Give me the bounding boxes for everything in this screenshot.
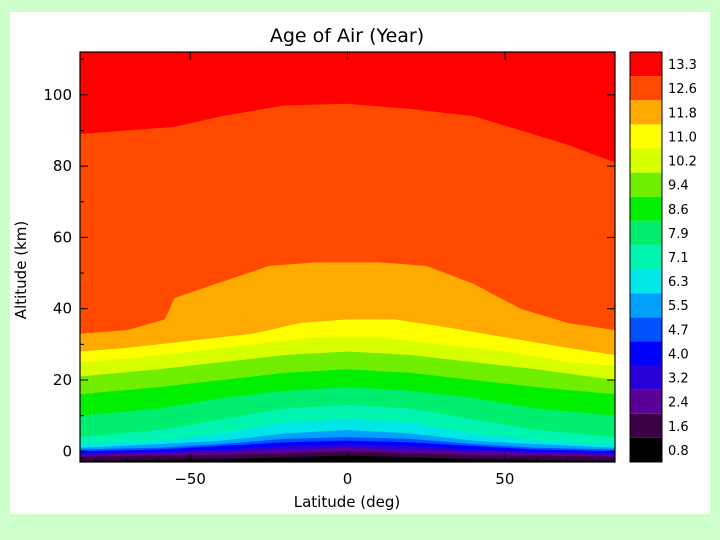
colorbar-swatch-11-0 bbox=[630, 124, 662, 149]
colorbar-label: 9.4 bbox=[668, 179, 689, 194]
y-tick-label: 40 bbox=[53, 300, 72, 318]
y-tick-label: 0 bbox=[62, 442, 72, 460]
colorbar-swatch-0-8 bbox=[630, 437, 662, 462]
colorbar-swatch-2-4 bbox=[630, 389, 662, 414]
colorbar-swatch-7-1 bbox=[630, 244, 662, 270]
age-of-air-contour-chart: −50 0 50 0 20 40 60 80 100 0.8 1.6 2.4 3.2 4.0 4.7 5.5… bbox=[12, 25, 697, 511]
colorbar-swatch-1-6 bbox=[630, 413, 662, 438]
colorbar-label: 11.0 bbox=[668, 130, 697, 145]
y-tick-label: 60 bbox=[53, 228, 72, 246]
colorbar-label: 6.3 bbox=[668, 275, 689, 290]
colorbar-label: 4.0 bbox=[668, 347, 689, 362]
x-tick-label: −50 bbox=[174, 470, 206, 488]
x-tick-label: 50 bbox=[495, 470, 514, 488]
colorbar-label: 2.4 bbox=[668, 396, 689, 411]
colorbar-label: 0.8 bbox=[668, 444, 689, 459]
colorbar-label: 3.2 bbox=[668, 372, 689, 387]
colorbar-swatch-7-9 bbox=[630, 220, 662, 245]
colorbar-border bbox=[629, 51, 663, 463]
chart-title: Age of Air (Year) bbox=[270, 25, 424, 47]
colorbar-swatch-9-4 bbox=[630, 172, 662, 197]
colorbar-label: 7.1 bbox=[668, 251, 689, 266]
colorbar-label: 10.2 bbox=[668, 155, 697, 170]
colorbar-swatch-5-5 bbox=[630, 293, 662, 318]
colorbar-label: 1.6 bbox=[668, 420, 689, 435]
colorbar-swatch-12-6 bbox=[630, 76, 662, 101]
colorbar-label: 4.7 bbox=[668, 323, 689, 338]
colorbar-label: 7.9 bbox=[668, 227, 689, 242]
x-axis-label: Latitude (deg) bbox=[294, 493, 400, 511]
colorbar-swatch-13-3 bbox=[630, 52, 662, 77]
y-tick-label: 20 bbox=[53, 371, 72, 389]
colorbar-label: 11.8 bbox=[668, 106, 697, 121]
colorbar-swatch-10-2 bbox=[630, 148, 662, 173]
y-tick-label: 100 bbox=[43, 86, 72, 104]
x-tick-label: 0 bbox=[343, 470, 353, 488]
colorbar-swatch-8-6 bbox=[630, 196, 662, 221]
y-tick-label: 80 bbox=[53, 157, 72, 175]
colorbar-swatch-11-8 bbox=[630, 100, 662, 125]
colorbar-label: 5.5 bbox=[668, 299, 689, 314]
colorbar-label: 12.6 bbox=[668, 82, 697, 97]
plot-frame: −50 0 50 0 20 40 60 80 100 0.8 1.6 2.4 3.2 4.0 4.7 5.5… bbox=[10, 12, 710, 514]
colorbar-label: 13.3 bbox=[668, 58, 697, 73]
colorbar-label: 8.6 bbox=[668, 203, 689, 218]
colorbar-swatch-4-0 bbox=[630, 341, 662, 366]
colorbar-swatch-6-3 bbox=[630, 269, 662, 294]
colorbar-swatch-3-2 bbox=[630, 365, 662, 390]
colorbar-swatch-4-7 bbox=[630, 317, 662, 342]
y-axis-label: Altitude (km) bbox=[12, 221, 30, 319]
